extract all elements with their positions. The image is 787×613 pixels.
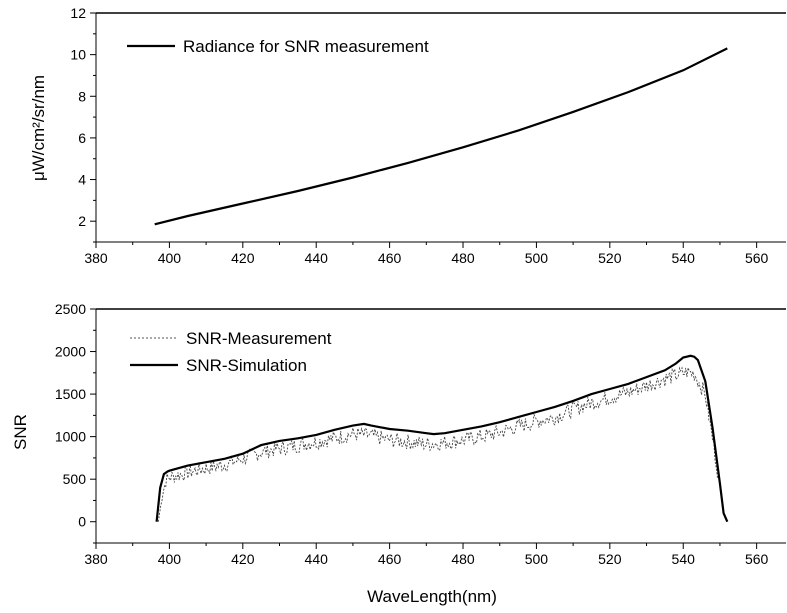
x-tick-label: 400 (158, 250, 182, 266)
y-tick-label: 2 (78, 213, 86, 229)
snr-y-axis-label: SNR (11, 414, 30, 450)
snr-panel: 380 400 420 440 460 480 500 520 540 560 0 500 1000 15… (11, 301, 786, 606)
y-tick-label: 6 (78, 130, 86, 146)
x-tick-label: 500 (525, 250, 549, 266)
series-line-radiance-for-snr-measurement (154, 47, 728, 226)
x-tick-label: 380 (84, 551, 108, 567)
x-tick-label: 560 (745, 250, 769, 266)
legend-label-radiance: Radiance for SNR measurement (183, 37, 429, 56)
y-tick-label: 8 (78, 88, 86, 104)
x-tick-label: 460 (378, 250, 402, 266)
y-tick-label: 10 (70, 47, 86, 63)
series-line-snr-measurement (157, 366, 728, 522)
snr-legend: SNR-Measurement SNR-Simulation (130, 329, 332, 375)
x-tick-label: 540 (672, 250, 696, 266)
x-tick-label: 400 (158, 551, 182, 567)
radiance-panel: 380 400 420 440 460 480 500 520 540 560 2 4 6 8 10 12 R… (29, 5, 786, 266)
snr-x-axis-label: WaveLength(nm) (367, 587, 497, 606)
legend-label-snr-measurement: SNR-Measurement (186, 329, 332, 348)
x-tick-label: 420 (231, 250, 255, 266)
x-tick-label: 460 (378, 551, 402, 567)
x-tick-label: 560 (745, 551, 769, 567)
y-tick-label: 1000 (55, 429, 86, 445)
snr-axes: 380 400 420 440 460 480 500 520 540 560 0 500 1000 15… (55, 301, 786, 567)
y-tick-label: 2500 (55, 301, 86, 317)
y-tick-label: 500 (63, 471, 87, 487)
x-tick-label: 500 (525, 551, 549, 567)
x-tick-label: 540 (672, 551, 696, 567)
legend-label-snr-simulation: SNR-Simulation (186, 356, 307, 375)
series-line-snr-simulation (155, 354, 729, 523)
x-tick-label: 480 (451, 551, 475, 567)
snr-series (155, 354, 729, 523)
y-tick-label: 0 (78, 514, 86, 530)
y-tick-label: 12 (70, 5, 86, 21)
radiance-series (154, 47, 728, 226)
x-tick-label: 420 (231, 551, 255, 567)
radiance-legend: Radiance for SNR measurement (127, 37, 429, 56)
y-tick-label: 2000 (55, 344, 86, 360)
x-tick-label: 520 (598, 551, 622, 567)
y-tick-label: 4 (78, 172, 86, 188)
x-tick-label: 440 (305, 551, 329, 567)
y-tick-label: 1500 (55, 386, 86, 402)
x-tick-label: 480 (451, 250, 475, 266)
radiance-y-axis-label: μW/cm²/sr/nm (29, 75, 48, 181)
x-tick-label: 440 (305, 250, 329, 266)
x-tick-label: 520 (598, 250, 622, 266)
x-tick-label: 380 (84, 250, 108, 266)
radiance-axes: 380 400 420 440 460 480 500 520 540 560 2 4 6 8 10 12 (70, 5, 786, 266)
